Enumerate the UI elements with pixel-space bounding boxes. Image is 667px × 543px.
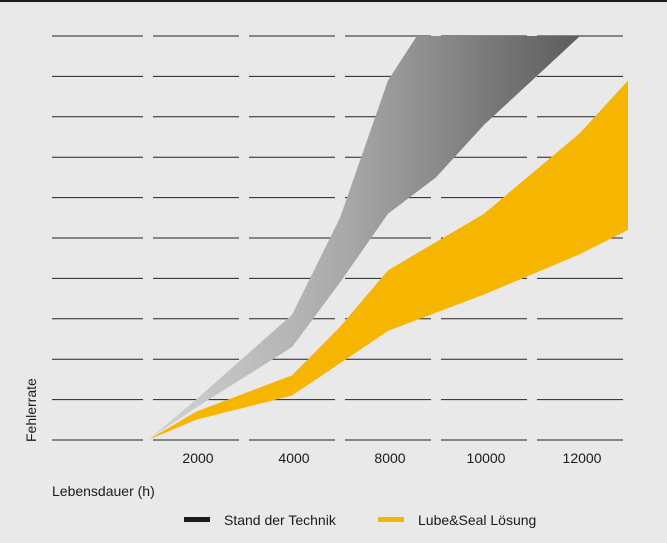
legend-swatch <box>184 517 210 522</box>
legend-label: Lube&Seal Lösung <box>418 512 536 528</box>
legend-label: Stand der Technik <box>224 512 337 528</box>
legend-swatch <box>378 517 404 522</box>
band-lube-seal-loesung <box>148 80 628 440</box>
x-axis-label: Lebensdauer (h) <box>52 483 155 499</box>
x-tick-labels: 2000 4000 8000 10000 12000 <box>182 450 601 466</box>
data-bands <box>148 36 628 440</box>
band-stand-der-technik <box>148 36 580 440</box>
x-tick-label: 4000 <box>278 450 309 466</box>
y-axis-label: Fehlerrate <box>23 378 39 442</box>
legend: Stand der Technik Lube&Seal Lösung <box>184 512 536 528</box>
x-tick-label: 2000 <box>182 450 213 466</box>
x-tick-label: 10000 <box>467 450 506 466</box>
x-tick-label: 8000 <box>374 450 405 466</box>
x-tick-label: 12000 <box>563 450 602 466</box>
